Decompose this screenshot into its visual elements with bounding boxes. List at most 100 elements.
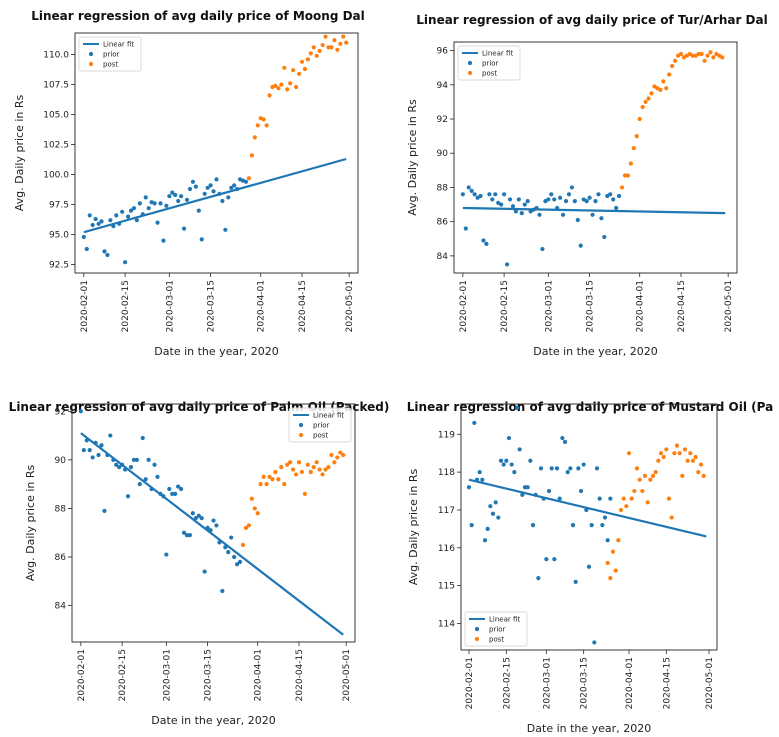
- data-point-prior: [504, 458, 509, 463]
- x-tick-label: 2020-05-01: [705, 657, 715, 709]
- data-point-post: [669, 515, 674, 520]
- data-point-prior: [87, 213, 92, 218]
- data-point-prior: [600, 523, 605, 528]
- data-point-prior: [584, 199, 589, 204]
- data-point-post: [624, 504, 629, 509]
- y-tick-label: 110.0: [43, 51, 69, 61]
- data-point-post: [670, 63, 675, 69]
- x-tick-label: 2020-04-01: [257, 280, 267, 332]
- y-axis-label: Avg. Daily price in Rs: [406, 99, 419, 216]
- data-point-post: [246, 176, 252, 181]
- data-point-prior: [502, 192, 507, 197]
- data-point-prior: [125, 494, 131, 499]
- data-point-post: [317, 467, 322, 472]
- chart-1: Linear regression of avg daily price of …: [13, 9, 365, 358]
- data-point-prior: [472, 420, 477, 426]
- data-point-prior: [190, 511, 195, 516]
- linear-fit-line: [462, 206, 726, 215]
- data-point-post: [629, 496, 634, 501]
- data-point-prior: [528, 458, 533, 463]
- x-axis-label: Date in the year, 2020: [527, 722, 651, 735]
- data-point-prior: [211, 189, 216, 194]
- data-point-prior: [196, 513, 201, 518]
- legend: Linear fit prior post: [457, 45, 521, 81]
- data-point-post: [664, 86, 669, 91]
- data-point-post: [672, 58, 678, 63]
- data-point-post: [619, 185, 625, 190]
- data-point-post: [344, 40, 349, 45]
- x-axis-label: Date in the year, 2020: [154, 345, 278, 358]
- data-point-prior: [202, 569, 207, 574]
- data-point-prior: [557, 496, 562, 501]
- y-tick-label: 92.5: [49, 261, 69, 271]
- data-point-post: [249, 153, 254, 158]
- data-point-post: [664, 447, 669, 452]
- legend: Linear fit prior post: [464, 611, 528, 647]
- data-point-prior: [170, 190, 175, 195]
- data-point-post: [279, 465, 284, 470]
- data-point-post: [711, 55, 716, 60]
- data-point-prior: [167, 194, 172, 199]
- data-point-post: [267, 474, 272, 479]
- data-point-prior: [226, 550, 231, 555]
- data-point-post: [299, 59, 305, 64]
- data-point-post: [610, 549, 616, 554]
- chart-4: Linear regression of avg daily price of …: [407, 400, 773, 735]
- data-point-post: [341, 34, 346, 39]
- data-point-prior: [513, 209, 519, 214]
- data-point-post: [282, 65, 287, 70]
- x-axis-label: Date in the year, 2020: [533, 345, 657, 358]
- data-point-prior: [487, 192, 492, 197]
- data-point-prior: [578, 488, 584, 494]
- data-point-post: [261, 474, 266, 479]
- data-point-prior: [173, 192, 178, 198]
- data-point-post: [338, 41, 343, 46]
- data-point-prior: [187, 533, 193, 538]
- data-point-prior: [565, 470, 570, 475]
- data-point-prior: [223, 227, 228, 232]
- data-point-prior: [199, 516, 204, 521]
- data-point-prior: [466, 485, 472, 490]
- data-point-prior: [178, 486, 184, 492]
- data-point-post: [276, 477, 281, 482]
- legend-label: prior: [103, 51, 120, 59]
- data-point-post: [608, 575, 613, 581]
- data-point-prior: [184, 197, 190, 202]
- data-point-post: [705, 53, 710, 58]
- data-point-prior: [108, 218, 113, 223]
- data-point-post: [649, 91, 654, 96]
- data-point-post: [290, 467, 296, 472]
- data-point-prior: [220, 588, 225, 594]
- y-axis-label: Avg. Daily price in Rs: [24, 464, 37, 581]
- data-point-post: [634, 466, 640, 471]
- data-point-prior: [128, 208, 134, 213]
- data-point-prior: [99, 443, 104, 448]
- data-point-prior: [480, 477, 485, 482]
- data-point-prior: [237, 559, 243, 564]
- y-tick-label: 116: [438, 544, 455, 554]
- data-point-post: [690, 53, 695, 58]
- data-point-prior: [199, 237, 204, 242]
- y-tick-label: 84: [55, 602, 67, 612]
- data-point-prior: [558, 195, 563, 200]
- data-point-post: [667, 72, 672, 77]
- data-point-post: [323, 34, 328, 39]
- data-point-post: [246, 523, 251, 528]
- data-point-post: [626, 451, 632, 456]
- data-point-post: [285, 87, 290, 92]
- data-point-post: [264, 482, 269, 487]
- data-point-prior: [208, 183, 213, 188]
- y-tick-label: 102.5: [43, 141, 69, 151]
- data-point-post: [338, 450, 343, 455]
- y-tick-label: 86: [437, 218, 449, 228]
- data-point-post: [326, 465, 331, 470]
- data-point-post: [282, 482, 287, 487]
- data-point-post: [291, 68, 296, 73]
- legend-box: [464, 611, 528, 647]
- x-tick-label: 2020-03-15: [204, 649, 214, 701]
- legend-label: post: [103, 61, 118, 69]
- data-point-post: [666, 496, 672, 501]
- data-point-prior: [90, 455, 95, 460]
- data-point-prior: [123, 260, 128, 265]
- data-point-post: [621, 496, 626, 501]
